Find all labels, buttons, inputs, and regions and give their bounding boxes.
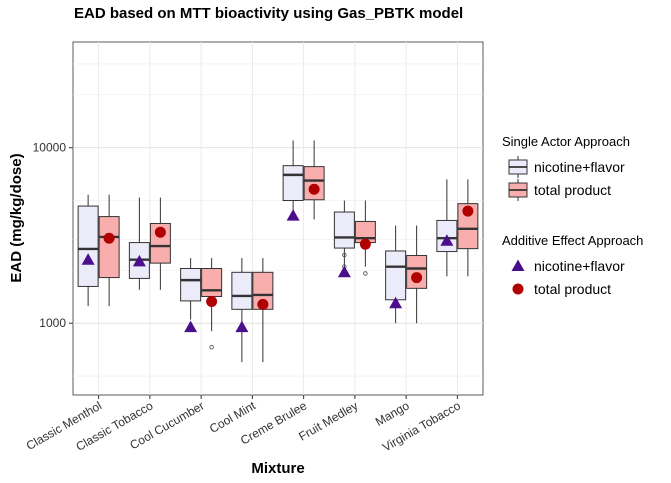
circle-marker — [359, 238, 371, 250]
y-tick-label: 10000 — [33, 141, 67, 155]
box-total-product — [457, 179, 479, 277]
x-axis-label: Mixture — [251, 460, 304, 477]
legend: Single Actor Approach nicotine+flavor tota… — [502, 134, 643, 297]
box-total-product — [354, 200, 376, 276]
legend-circle-marker — [512, 283, 524, 295]
legend-label: total product — [534, 182, 611, 198]
box-nicotine-flavor — [231, 258, 253, 363]
triangle-marker — [337, 265, 351, 278]
box-iqr — [98, 216, 120, 279]
additive-points — [81, 183, 474, 333]
triangle-marker — [440, 234, 454, 246]
y-axis-label: EAD (mg/kg/dose) — [8, 153, 25, 282]
outlier-point — [363, 271, 368, 276]
legend-item-total-product: total product — [508, 179, 611, 201]
box-iqr — [201, 267, 223, 297]
plot-panel — [72, 41, 484, 396]
outlier-point — [342, 252, 347, 258]
box-iqr — [231, 271, 253, 310]
legend-point-total-product: total product — [512, 281, 611, 297]
box-nicotine-flavor — [333, 200, 355, 269]
triangle-marker — [132, 254, 146, 267]
box-iqr — [77, 205, 99, 287]
legend-label: nicotine+flavor — [534, 258, 625, 274]
x-tick-label: Mango — [373, 398, 412, 429]
box-total-product — [98, 194, 120, 307]
triangle-marker — [235, 320, 249, 333]
outlier-point — [209, 345, 214, 350]
legend-triangle-marker — [511, 259, 525, 271]
legend-title-additive: Additive Effect Approach — [502, 233, 643, 248]
circle-marker — [308, 183, 320, 195]
box-iqr — [406, 255, 428, 289]
legend-label: nicotine+flavor — [534, 159, 625, 175]
box-nicotine-flavor — [77, 194, 99, 307]
box-iqr — [385, 250, 407, 301]
triangle-marker — [184, 320, 198, 333]
y-tick-label: 1000 — [39, 316, 66, 330]
box-total-product — [252, 258, 274, 363]
legend-label: total product — [534, 281, 611, 297]
box-iqr — [333, 211, 355, 249]
legend-title-single-actor: Single Actor Approach — [502, 134, 630, 149]
box-iqr — [180, 267, 202, 302]
y-axis: 1000 10000 — [33, 141, 73, 330]
circle-marker — [411, 272, 423, 284]
box-total-product — [406, 225, 428, 324]
legend-point-nicotine-flavor: nicotine+flavor — [511, 258, 625, 274]
circle-marker — [206, 295, 218, 307]
circle-marker — [462, 205, 474, 217]
legend-item-nicotine-flavor: nicotine+flavor — [508, 156, 625, 178]
triangle-marker — [389, 296, 403, 309]
box-iqr — [303, 166, 325, 201]
circle-marker — [103, 232, 115, 244]
triangle-marker — [81, 253, 95, 265]
triangle-marker — [286, 209, 300, 221]
box-nicotine-flavor — [180, 258, 202, 320]
circle-marker — [257, 298, 269, 310]
box-iqr — [457, 203, 479, 250]
box-iqr — [282, 165, 304, 202]
circle-marker — [154, 226, 166, 238]
chart-title: EAD based on MTT bioactivity using Gas_P… — [74, 5, 463, 22]
